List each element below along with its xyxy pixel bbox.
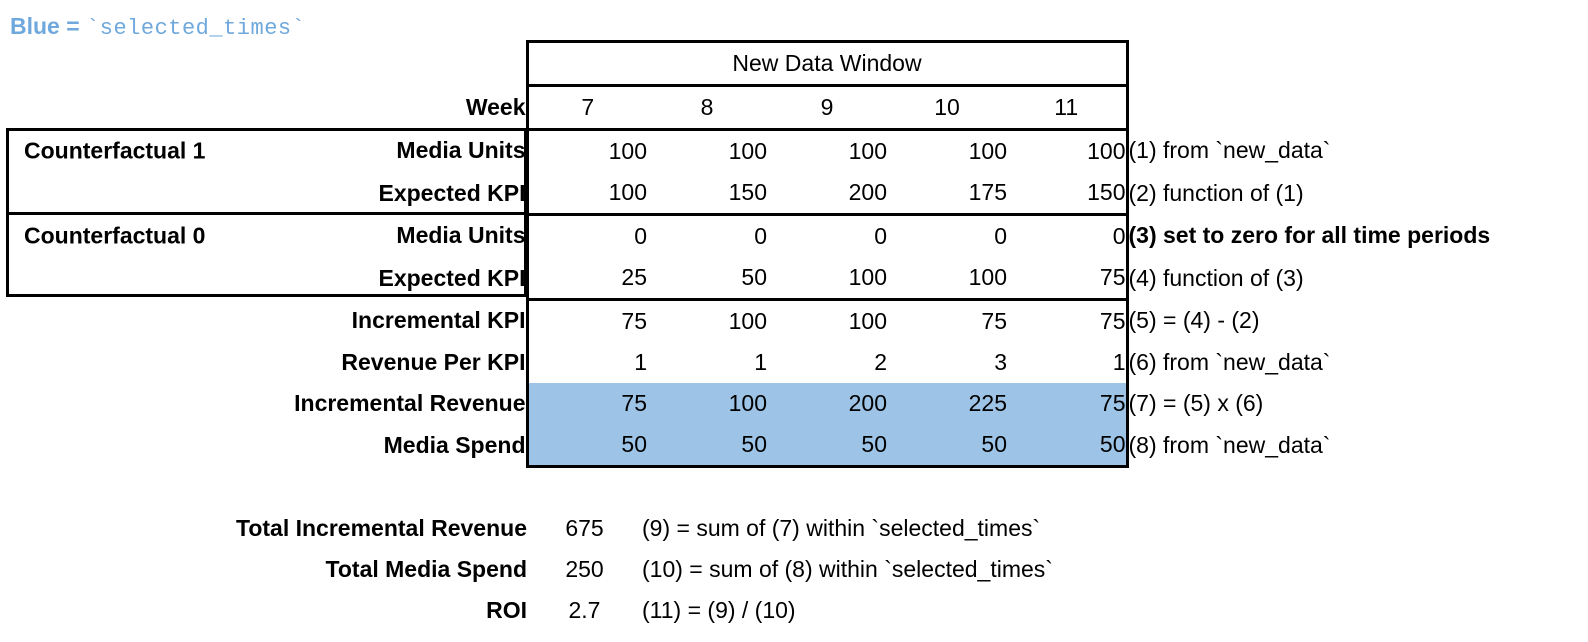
cell: 25 <box>525 257 647 300</box>
table-row-week-header: Week 7 8 9 10 11 <box>0 85 1588 130</box>
summary-value-roi: 2.7 <box>568 597 601 623</box>
annotation-5: (5) = (4) - (2) <box>1128 307 1260 334</box>
cell-highlighted: 100 <box>647 383 767 424</box>
row-label-cf0-media-units: Counterfactual 0 Media Units <box>0 215 527 258</box>
row-label-cf0-expected-kpi: Expected KPI <box>378 264 526 291</box>
summary-row: Total Incremental Revenue 675 (9) = sum … <box>0 508 1542 549</box>
summary-value-total-media-spend: 250 <box>565 556 604 582</box>
matrix-table: New Data Window Week 7 8 9 10 11 Counter… <box>0 40 1588 468</box>
summary-value-total-incremental-revenue: 675 <box>565 515 604 541</box>
row-label-cf1-expected-kpi: Expected KPI <box>378 179 526 206</box>
summary-row: ROI 2.7 (11) = (9) / (10) <box>0 590 1542 631</box>
row-label-incremental-revenue: Incremental Revenue <box>294 390 526 416</box>
summary-table: Total Incremental Revenue 675 (9) = sum … <box>0 508 1542 631</box>
cell: 0 <box>647 213 767 257</box>
summary-row: Total Media Spend 250 (10) = sum of (8) … <box>0 549 1542 590</box>
table-row: Expected KPI 25 50 100 100 75 (4) functi… <box>0 257 1588 300</box>
cell: 0 <box>767 213 887 257</box>
cell-highlighted: 50 <box>887 424 1007 468</box>
legend-code: `selected_times` <box>86 16 306 41</box>
table-row-span-header: New Data Window <box>0 40 1588 87</box>
cell: 75 <box>887 298 1007 342</box>
week-header-10: 10 <box>934 94 960 120</box>
cell: 0 <box>525 213 647 257</box>
cell-highlighted: 75 <box>1007 383 1129 424</box>
cell: 0 <box>887 213 1007 257</box>
spacer-cell <box>0 42 527 86</box>
table-row: Revenue Per KPI 1 1 2 3 1 (6) from `new_… <box>0 342 1588 383</box>
cell: 100 <box>767 298 887 342</box>
table-row: Media Spend 50 50 50 50 50 (8) from `new… <box>0 424 1588 468</box>
cell: 100 <box>647 298 767 342</box>
cell-highlighted: 200 <box>767 383 887 424</box>
annotation-1: (1) from `new_data` <box>1128 137 1331 164</box>
cell: 0 <box>1007 213 1129 257</box>
cell: 200 <box>848 179 887 205</box>
annotation-6: (6) from `new_data` <box>1128 349 1331 375</box>
cell-highlighted: 75 <box>525 383 647 424</box>
cell: 150 <box>728 179 767 205</box>
row-label-text: Media Units <box>396 137 526 164</box>
note-empty <box>1127 86 1588 130</box>
cell: 175 <box>968 179 1007 205</box>
cell: 3 <box>994 349 1007 375</box>
cell-highlighted: 50 <box>647 424 767 468</box>
annotation-11: (11) = (9) / (10) <box>642 597 796 623</box>
cell: 75 <box>1007 298 1129 342</box>
cell: 1 <box>1007 342 1129 383</box>
group-label-counterfactual-0: Counterfactual 0 <box>24 222 206 249</box>
summary-label-total-media-spend: Total Media Spend <box>325 556 527 582</box>
table-row: Incremental Revenue 75 100 200 225 75 (7… <box>0 383 1588 424</box>
legend-prefix: Blue = <box>10 13 87 39</box>
cell: 50 <box>741 264 767 290</box>
legend-selected-times: Blue = `selected_times` <box>10 12 305 43</box>
note-empty <box>1127 42 1588 86</box>
cell: 1 <box>525 342 647 383</box>
counterfactual-matrix: New Data Window Week 7 8 9 10 11 Counter… <box>0 40 1588 468</box>
annotation-4: (4) function of (3) <box>1128 264 1304 291</box>
group-label-counterfactual-1: Counterfactual 1 <box>24 137 206 164</box>
cell: 1 <box>754 349 767 375</box>
cell: 100 <box>968 264 1007 290</box>
cell: 100 <box>647 128 767 172</box>
table-row: Incremental KPI 75 100 100 75 75 (5) = (… <box>0 298 1588 342</box>
cell: 100 <box>767 128 887 172</box>
cell: 100 <box>1007 128 1129 172</box>
cell-highlighted: 50 <box>525 424 647 468</box>
annotation-3: (3) set to zero for all time periods <box>1128 222 1491 249</box>
cell: 100 <box>848 264 887 290</box>
week-header-9: 9 <box>820 94 834 120</box>
annotation-9: (9) = sum of (7) within `selected_times` <box>642 515 1041 541</box>
annotation-8: (8) from `new_data` <box>1128 431 1331 458</box>
summary-label-total-incremental-revenue: Total Incremental Revenue <box>236 515 527 541</box>
week-label: Week <box>465 94 526 120</box>
cell-highlighted: 225 <box>887 383 1007 424</box>
row-label-cf1-media-units: Counterfactual 1 Media Units <box>0 130 527 173</box>
summary-block: Total Incremental Revenue 675 (9) = sum … <box>0 508 1588 631</box>
cell-highlighted: 50 <box>1007 424 1129 468</box>
cell: 2 <box>874 349 887 375</box>
annotation-7: (7) = (5) x (6) <box>1128 390 1264 416</box>
summary-label-roi: ROI <box>486 597 527 623</box>
cell-highlighted: 50 <box>767 424 887 468</box>
annotation-2: (2) function of (1) <box>1128 179 1304 206</box>
cell: 150 <box>1007 172 1129 215</box>
cell: 100 <box>525 172 647 215</box>
cell: 75 <box>525 298 647 342</box>
cell: 100 <box>887 128 1007 172</box>
cell: 75 <box>1007 257 1129 300</box>
table-row: Expected KPI 100 150 200 175 150 (2) fun… <box>0 172 1588 215</box>
week-header-8: 8 <box>700 94 714 120</box>
table-row: Counterfactual 0 Media Units 0 0 0 0 0 (… <box>0 213 1588 258</box>
row-label-media-spend: Media Spend <box>383 431 526 458</box>
row-label-incremental-kpi: Incremental KPI <box>351 307 526 334</box>
table-row: Counterfactual 1 Media Units 100 100 100… <box>0 128 1588 173</box>
week-header-11: 11 <box>1007 85 1129 130</box>
cell: 100 <box>525 128 647 172</box>
span-header-new-data-window: New Data Window <box>525 40 1129 87</box>
row-label-text: Media Units <box>396 222 526 249</box>
row-label-revenue-per-kpi: Revenue Per KPI <box>341 349 526 375</box>
week-header-7: 7 <box>525 85 647 130</box>
annotation-10: (10) = sum of (8) within `selected_times… <box>642 556 1053 582</box>
